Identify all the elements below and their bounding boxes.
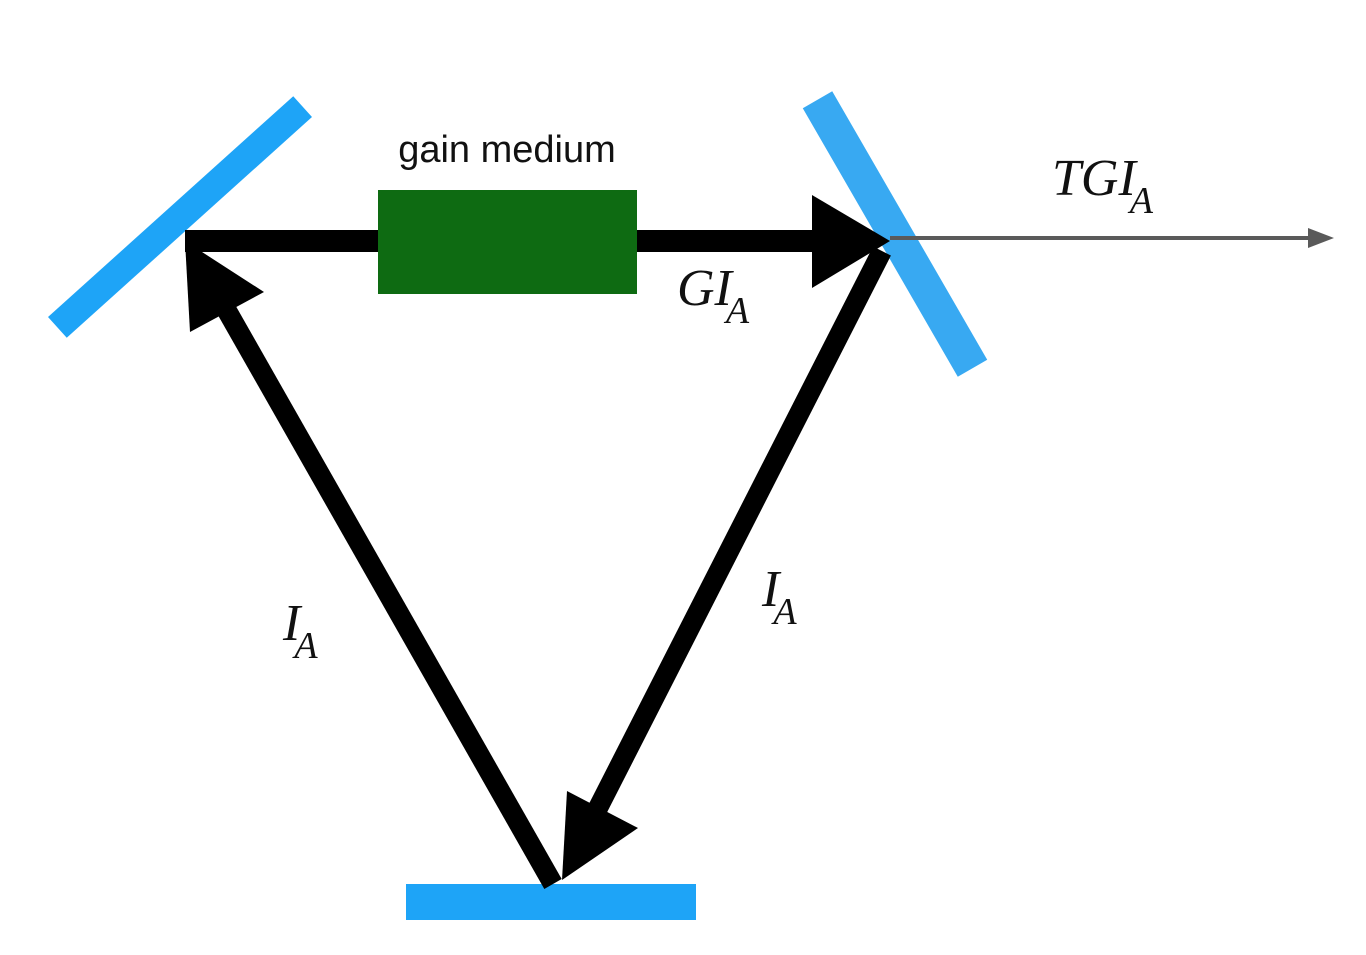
gain-medium-label: gain medium (398, 129, 616, 171)
transmitted-intensity-label: TGIA (1052, 150, 1154, 222)
right-leg-arrowhead (562, 791, 638, 880)
output-beam (890, 228, 1334, 248)
left-leg-beam (213, 297, 562, 889)
output-coupler-mirror (802, 91, 988, 377)
amplified-intensity-label: GIA (677, 260, 750, 332)
mirrors (48, 91, 988, 920)
right-leg-intensity-label: IA (761, 561, 797, 633)
top-beam-arrowhead (812, 195, 890, 288)
top-left-mirror (48, 96, 312, 338)
left-leg-intensity-label: IA (282, 595, 318, 667)
right-leg-beam (587, 246, 891, 817)
beam-paths (185, 195, 891, 889)
left-leg-arrowhead (185, 241, 264, 332)
gain-medium (378, 190, 637, 294)
bottom-mirror (406, 884, 696, 920)
output-beam-arrowhead (1308, 228, 1334, 248)
